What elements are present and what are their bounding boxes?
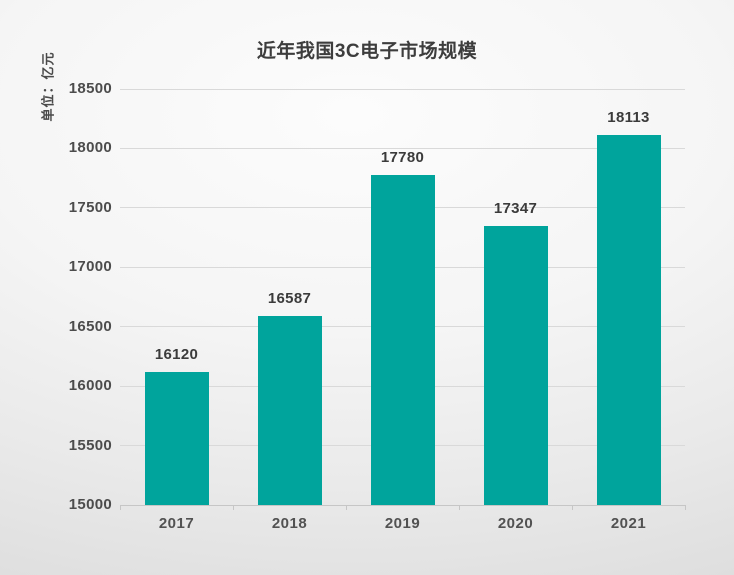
- bar-value-label: 18113: [607, 108, 650, 126]
- x-axis-tick: [233, 505, 234, 510]
- x-category-label: 2018: [271, 515, 308, 532]
- bar: [370, 174, 435, 505]
- y-tick-label: 16000: [68, 377, 112, 395]
- y-tick-label: 18000: [68, 139, 112, 157]
- chart-title: 近年我国3C电子市场规模: [256, 41, 478, 62]
- x-category-label: 2021: [610, 515, 647, 532]
- gridline: [120, 88, 685, 90]
- y-tick-label: 16500: [68, 317, 112, 335]
- y-tick-label: 17500: [68, 198, 112, 216]
- bar: [144, 371, 209, 505]
- y-tick-label: 15000: [68, 496, 112, 513]
- gridline: [120, 147, 685, 149]
- bar-value-label: 16587: [267, 290, 312, 308]
- x-axis-line: [120, 505, 685, 506]
- y-tick-label: 15500: [68, 436, 112, 454]
- x-axis-tick: [459, 505, 460, 510]
- x-category-label: 2020: [497, 515, 534, 532]
- x-axis-tick: [120, 505, 121, 510]
- bar-value-label: 17780: [380, 148, 425, 166]
- bar-value-label: 16120: [154, 345, 199, 363]
- x-category-label: 2017: [158, 515, 195, 532]
- y-tick-label: 18500: [68, 80, 112, 97]
- bar: [483, 226, 548, 505]
- x-axis-tick: [572, 505, 573, 510]
- y-tick-label: 17000: [68, 258, 112, 276]
- bar-value-label: 17347: [493, 200, 538, 218]
- bar: [257, 316, 322, 505]
- bar: [596, 134, 661, 505]
- x-axis-tick: [346, 505, 347, 510]
- x-axis-tick: [685, 505, 686, 510]
- x-category-label: 2019: [384, 515, 421, 532]
